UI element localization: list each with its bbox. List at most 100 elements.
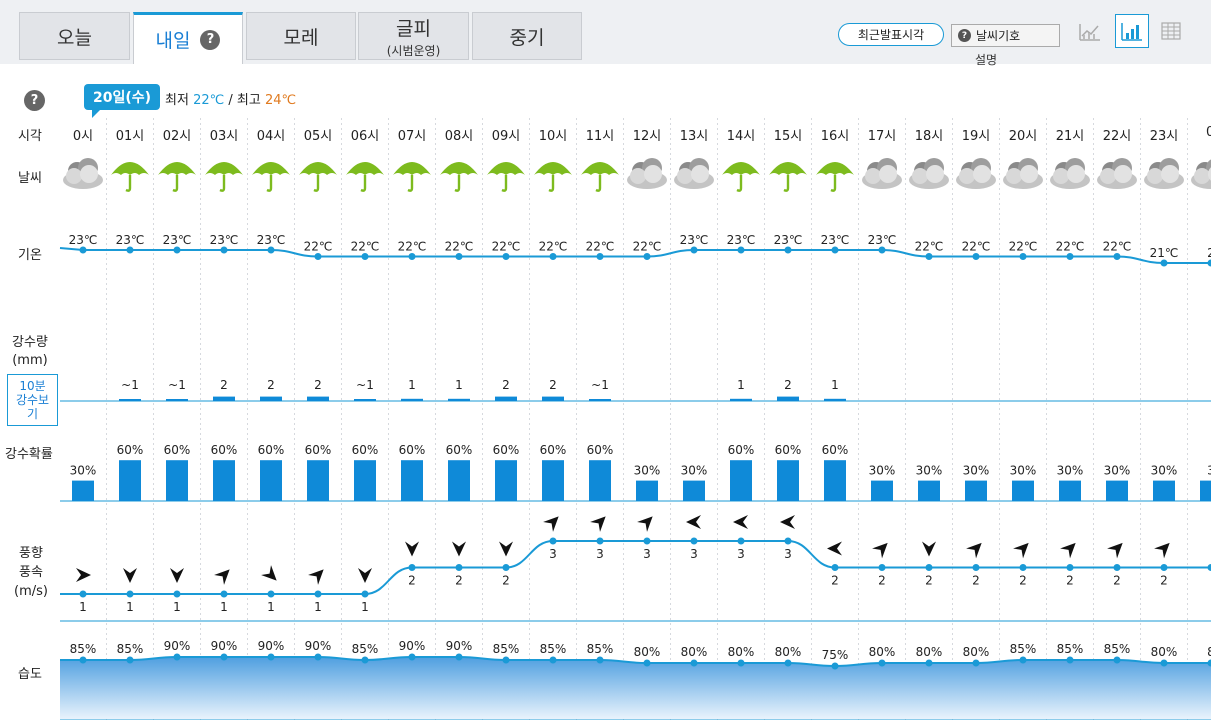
humidity-label: 90% (446, 639, 473, 653)
wind-speed-label: 2 (925, 574, 933, 588)
temperature-point (737, 246, 745, 254)
tab-three-days[interactable]: 글피 (시범운영) (358, 12, 469, 60)
humidity-point (831, 662, 839, 670)
humidity-point (549, 656, 557, 664)
humidity-label: 80% (869, 645, 896, 659)
precip-bar (354, 399, 376, 401)
help-icon[interactable]: ? (24, 90, 45, 111)
help-icon[interactable]: ? (200, 29, 221, 50)
wind-point (690, 537, 698, 545)
temperature-label: 23℃ (727, 233, 756, 247)
hour-label: 14시 (726, 129, 756, 144)
wind-speed-label: 1 (220, 600, 228, 614)
temperature-label: 23℃ (257, 233, 286, 247)
cloud-icon (862, 158, 902, 189)
temperature-label: 2 (1207, 246, 1211, 260)
humidity-point (408, 653, 416, 661)
wind-point (314, 590, 322, 598)
precip-bar (730, 398, 752, 401)
pop-label: 30% (1057, 464, 1084, 478)
hour-label: 03시 (209, 129, 239, 144)
pop-bar (72, 480, 94, 501)
pop-label: 3 (1207, 464, 1211, 478)
max-label: 최고 (236, 93, 261, 108)
precip-bar (166, 399, 188, 401)
ten-minute-rain-button[interactable]: 10분강수보기 (7, 374, 58, 426)
umbrella-icon (487, 162, 525, 192)
temperature-point (126, 246, 134, 254)
hour-label: 07시 (397, 129, 427, 144)
wind-point (596, 537, 604, 545)
humidity-label: 85% (352, 642, 379, 656)
recent-release-button[interactable]: 최근발표시각 (838, 23, 944, 46)
table-view-button[interactable] (1154, 14, 1188, 48)
wind-speed-label: 1 (173, 600, 181, 614)
wind-point (1113, 564, 1121, 571)
humidity-label: 80% (1151, 645, 1178, 659)
precip-label: 1 (455, 378, 463, 392)
hour-label: 09시 (491, 129, 521, 144)
precip-label: ~1 (591, 378, 609, 392)
hour-label: 0 (1206, 125, 1211, 140)
tab-three-days-sub: (시범운영) (386, 43, 441, 58)
wind-speed-label: 1 (361, 600, 369, 614)
precip-label: ~1 (168, 378, 186, 392)
pop-label: 60% (117, 443, 144, 457)
temperature-point (925, 253, 933, 260)
bar-chart-view-button[interactable] (1115, 14, 1149, 48)
wind-direction-arrow-icon (308, 569, 324, 585)
temperature-label: 22℃ (398, 240, 427, 254)
pop-bar (1200, 480, 1211, 501)
humidity-point (925, 659, 933, 667)
wind-speed-label: 2 (1113, 574, 1121, 588)
humidity-label: 80% (775, 645, 802, 659)
temperature-point (267, 246, 275, 254)
wind-point (361, 590, 369, 598)
humidity-point (596, 656, 604, 664)
humidity-label: 8 (1207, 645, 1211, 659)
humidity-point (1066, 656, 1074, 664)
humidity-point (972, 659, 980, 667)
wind-point (173, 590, 181, 598)
humidity-point (126, 656, 134, 664)
temperature-label: 23℃ (774, 233, 803, 247)
hour-label: 02시 (162, 129, 192, 144)
wind-speed-label: 2 (1019, 574, 1027, 588)
tab-mid-term[interactable]: 중기 (472, 12, 582, 60)
table-icon (1161, 22, 1181, 40)
wind-direction-arrow-icon (1013, 542, 1029, 559)
umbrella-icon (816, 162, 854, 192)
pop-bar (1106, 480, 1128, 501)
pop-bar (683, 480, 705, 501)
tab-today[interactable]: 오늘 (19, 12, 130, 60)
precip-label: ~1 (121, 378, 139, 392)
wind-point (267, 590, 275, 598)
precip-label: 2 (502, 378, 510, 392)
cloud-icon (1097, 158, 1137, 189)
pop-bar (166, 460, 188, 501)
humidity-point (1160, 659, 1168, 667)
temperature-point (549, 253, 557, 260)
temperature-point (878, 246, 886, 254)
wind-speed-label: 3 (784, 547, 792, 561)
line-chart-view-button[interactable] (1073, 14, 1107, 48)
precip-bar (589, 399, 611, 401)
tab-tomorrow[interactable]: 내일 ? (133, 12, 243, 64)
temperature-label: 22℃ (539, 240, 568, 254)
date-badge: 20일(수) (84, 84, 161, 118)
temperature-point (972, 253, 980, 260)
pop-label: 30% (1151, 464, 1178, 478)
hour-label: 17시 (867, 129, 897, 144)
temperature-label: 23℃ (69, 233, 98, 247)
temperature-point (314, 253, 322, 260)
humidity-point (784, 659, 792, 667)
hour-label: 06시 (350, 129, 380, 144)
weather-legend-button[interactable]: ? 날씨기호 (951, 24, 1060, 47)
precip-label: 2 (220, 378, 228, 392)
tab-day-after[interactable]: 모레 (246, 12, 356, 60)
row-label-pop: 강수확률 (5, 447, 53, 462)
cloud-icon (627, 158, 667, 189)
pop-bar (918, 480, 940, 501)
pop-label: 60% (587, 443, 614, 457)
min-max-temperature: 최저 22℃ / 최고 24℃ (165, 89, 296, 108)
